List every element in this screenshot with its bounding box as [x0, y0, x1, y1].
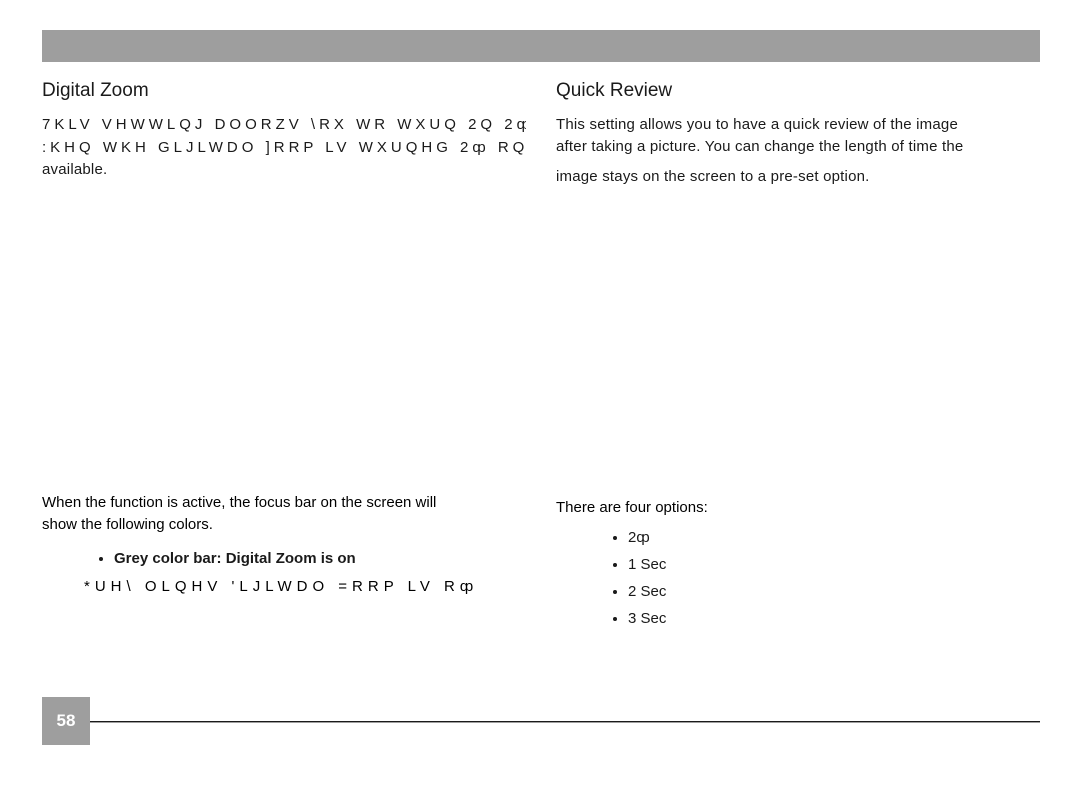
digital-zoom-bullets: Grey color bar: Digital Zoom is on	[114, 545, 526, 572]
page-content: Digital Zoom 7KLV VHWWLQJ DOORZV \RX WR …	[42, 80, 1040, 632]
list-item: Grey color bar: Digital Zoom is on	[114, 545, 526, 572]
body-text: available.	[42, 159, 526, 182]
page-number: 58	[57, 711, 76, 731]
header-bar	[42, 30, 1040, 62]
quick-review-options: 2ȹ 1 Sec 2 Sec 3 Sec	[628, 524, 1040, 632]
body-text: image stays on the screen to a pre-set o…	[556, 166, 1040, 189]
left-column: Digital Zoom 7KLV VHWWLQJ DOORZV \RX WR …	[42, 80, 526, 632]
body-text: This setting allows you to have a quick …	[556, 114, 958, 137]
page-number-box: 58	[42, 697, 90, 745]
garbled-text-line: :KHQ WKH GLJLWDO ]RRP LV WXUQHG 2ȹ RQO\ …	[42, 137, 526, 160]
overlapped-text-block: This setting allows you to have a quick …	[556, 114, 1040, 162]
digital-zoom-heading: Digital Zoom	[42, 80, 526, 102]
garbled-text-line: 7KLV VHWWLQJ DOORZV \RX WR WXUQ 2Q 2ȹ WK…	[42, 114, 526, 137]
list-item: 3 Sec	[628, 605, 1040, 632]
list-item: 2 Sec	[628, 578, 1040, 605]
right-column: Quick Review This setting allows you to …	[556, 80, 1040, 632]
list-item: 2ȹ	[628, 524, 1040, 551]
list-item: 1 Sec	[628, 551, 1040, 578]
body-text: after taking a picture. You can change t…	[556, 136, 963, 159]
body-text: show the following colors.	[42, 514, 526, 537]
body-text: When the function is active, the focus b…	[42, 492, 526, 515]
options-intro: There are four options:	[556, 499, 1040, 516]
focus-bar-description: When the function is active, the focus b…	[42, 492, 526, 537]
quick-review-heading: Quick Review	[556, 80, 1040, 102]
garbled-text-line: *UH\ OLQHV 'LJLWDO =RRP LV Rȹ	[84, 578, 526, 595]
footer-rule	[90, 721, 1040, 723]
